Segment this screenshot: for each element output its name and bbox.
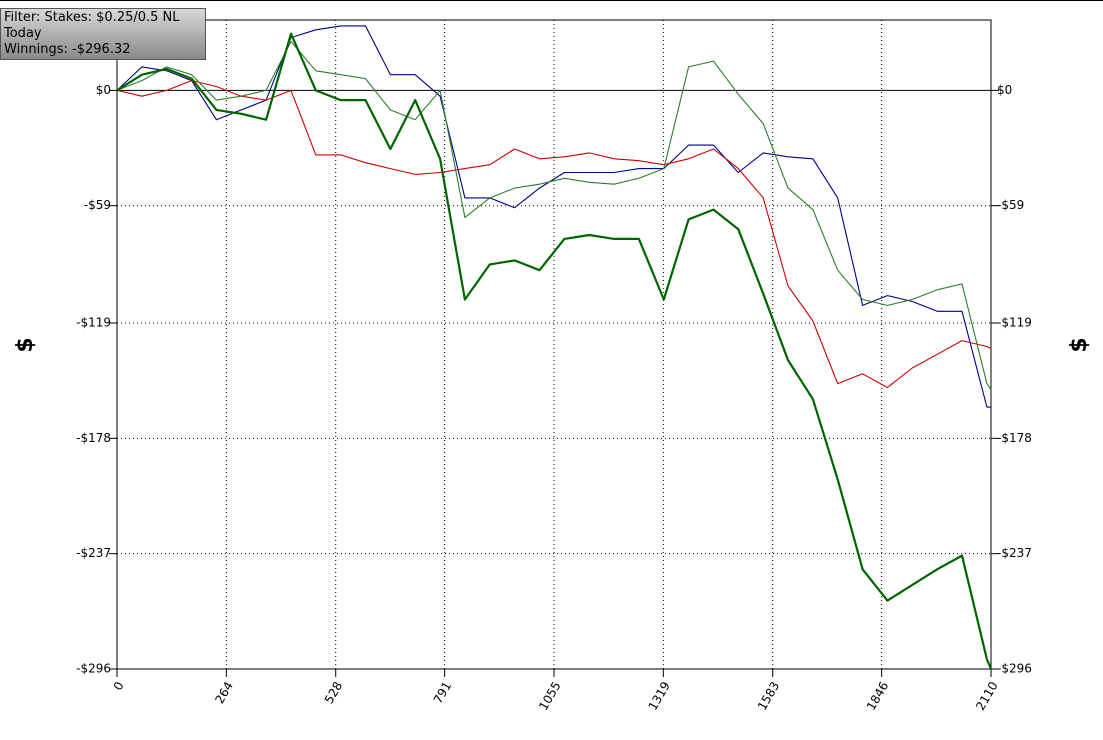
x-tick-label: 2110 (973, 679, 1000, 712)
series-line (116, 32, 993, 670)
x-tick-label: 264 (212, 679, 236, 706)
y2-tick-label: $0 (997, 83, 1012, 97)
y2-tick-label: -$178 (997, 431, 1032, 445)
x-tick-label: 1055 (536, 679, 563, 712)
y-axis-label: $ (13, 337, 38, 352)
x-tick-label: 791 (431, 679, 455, 706)
y2-tick-label: -$59 (997, 198, 1024, 212)
info-box: Filter: Stakes: $0.25/0.5 NL Today Winni… (0, 8, 206, 60)
y-tick-label: -$119 (76, 315, 111, 329)
info-line: Winnings: -$296.32 (4, 42, 131, 57)
y-tick-label: -$296 (76, 662, 111, 676)
x-tick-label: 1846 (864, 679, 891, 712)
x-tick-label: 0 (111, 679, 127, 693)
x-tick-label: 1319 (646, 679, 673, 712)
series-line (116, 80, 992, 389)
y-tick-label: -$178 (76, 431, 111, 445)
y-tick-label: -$237 (76, 546, 111, 560)
y-tick-label: $0 (96, 83, 111, 97)
series-line (116, 40, 992, 390)
y2-tick-label: -$296 (997, 662, 1032, 676)
info-line: Today (4, 26, 42, 41)
y2-axis-label: $ (1067, 337, 1092, 352)
y2-tick-label: -$237 (997, 546, 1032, 560)
y-tick-label: -$59 (84, 198, 111, 212)
y2-tick-label: -$119 (997, 315, 1032, 329)
x-tick-label: 528 (322, 679, 346, 706)
info-line: Filter: Stakes: $0.25/0.5 NL (4, 10, 180, 25)
x-tick-label: 1583 (755, 679, 782, 712)
